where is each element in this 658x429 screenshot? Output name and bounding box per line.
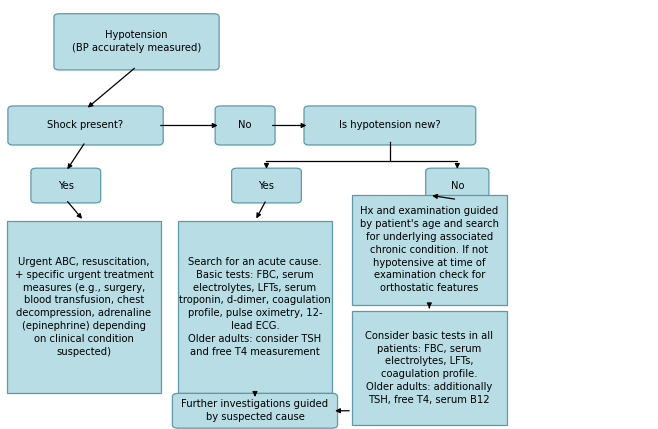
Text: No: No [238, 121, 252, 130]
Text: Yes: Yes [58, 181, 74, 190]
Text: Consider basic tests in all
patients: FBC, serum
electrolytes, LFTs,
coagulation: Consider basic tests in all patients: FB… [365, 331, 494, 405]
FancyBboxPatch shape [352, 195, 507, 305]
FancyBboxPatch shape [7, 221, 161, 393]
Text: Search for an acute cause.
Basic tests: FBC, serum
electrolytes, LFTs, serum
tro: Search for an acute cause. Basic tests: … [179, 257, 331, 356]
FancyBboxPatch shape [178, 221, 332, 393]
Text: Yes: Yes [259, 181, 274, 190]
Text: Further investigations guided
by suspected cause: Further investigations guided by suspect… [182, 399, 328, 422]
FancyBboxPatch shape [31, 168, 101, 203]
FancyBboxPatch shape [54, 14, 219, 70]
Text: No: No [451, 181, 464, 190]
FancyBboxPatch shape [352, 311, 507, 425]
FancyBboxPatch shape [172, 393, 338, 428]
FancyBboxPatch shape [304, 106, 476, 145]
FancyBboxPatch shape [8, 106, 163, 145]
Text: Hypotension
(BP accurately measured): Hypotension (BP accurately measured) [72, 30, 201, 53]
Text: Is hypotension new?: Is hypotension new? [339, 121, 441, 130]
Text: Urgent ABC, resuscitation,
+ specific urgent treatment
measures (e.g., surgery,
: Urgent ABC, resuscitation, + specific ur… [14, 257, 153, 356]
Text: Hx and examination guided
by patient's age and search
for underlying associated
: Hx and examination guided by patient's a… [360, 206, 499, 293]
Text: Shock present?: Shock present? [47, 121, 124, 130]
FancyBboxPatch shape [426, 168, 489, 203]
FancyBboxPatch shape [215, 106, 275, 145]
FancyBboxPatch shape [232, 168, 301, 203]
